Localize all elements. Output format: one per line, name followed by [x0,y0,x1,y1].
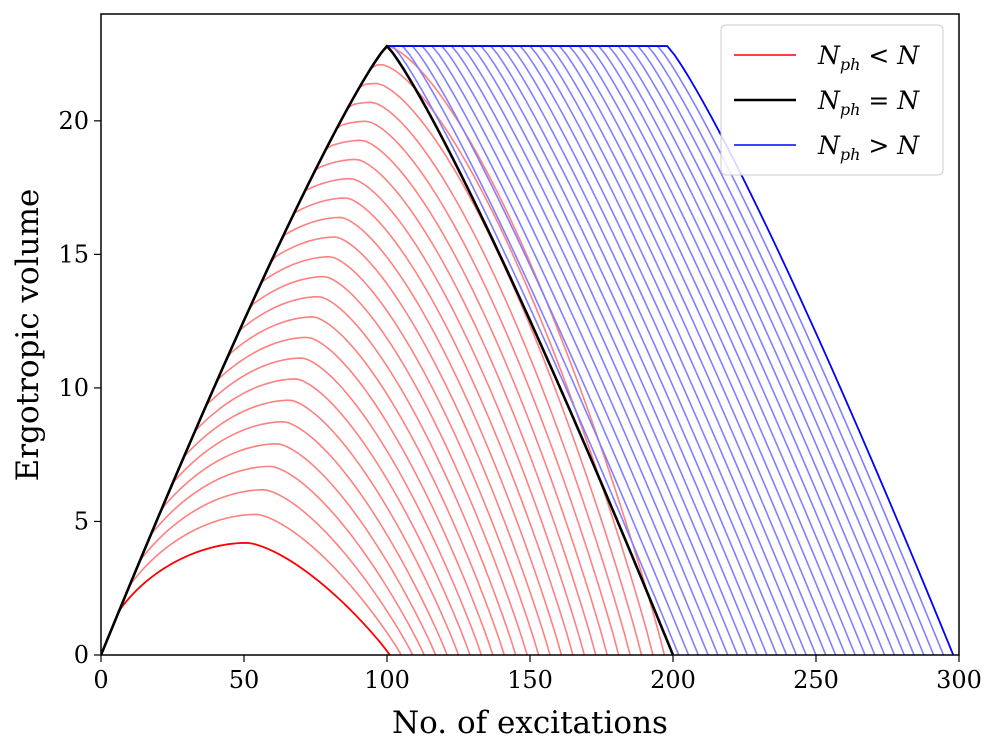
legend-label-lt-sub: ph [840,55,861,74]
series-layer [101,44,955,655]
legend-label-gt-main: N [817,131,841,160]
y-tick-label: 20 [58,107,89,135]
series-line-lower [101,465,425,655]
legend-label-eq: Nph = N [817,86,920,119]
legend: Nph < N Nph = N Nph > N [720,24,944,176]
legend-label-eq-main: N [817,86,841,115]
legend-label-lt-rel: < N [860,41,920,70]
x-tick-label: 200 [650,666,696,694]
y-axis-label: Ergotropic volume [10,189,46,482]
series-line-equal [101,44,675,655]
y-tick-label: 10 [58,374,89,402]
x-axis-label: No. of excitations [392,705,668,741]
series-line-lower [101,513,402,655]
x-tick-label: 0 [93,666,108,694]
x-tick-label: 300 [936,666,982,694]
legend-box [720,24,944,176]
legend-label-gt-rel: > N [860,131,920,160]
x-tick-label: 100 [364,666,410,694]
series-line-lower [101,541,391,655]
y-tick-label: 5 [74,507,89,535]
y-tick-label: 0 [74,641,89,669]
legend-label-eq-sub: ph [840,100,861,119]
y-tick-label: 15 [58,240,89,268]
legend-label-lt: Nph < N [817,41,920,74]
legend-label-eq-rel: = N [860,86,920,115]
x-tick-label: 250 [793,666,839,694]
legend-label-gt-sub: ph [840,145,861,164]
x-tick-label: 150 [507,666,553,694]
legend-label-lt-main: N [817,41,841,70]
x-tick-label: 50 [229,666,260,694]
ticks-layer: 0 50 100 150 200 250 300 0 5 10 15 20 [58,107,981,694]
legend-label-gt: Nph > N [817,131,920,164]
series-line-lower [101,488,414,655]
